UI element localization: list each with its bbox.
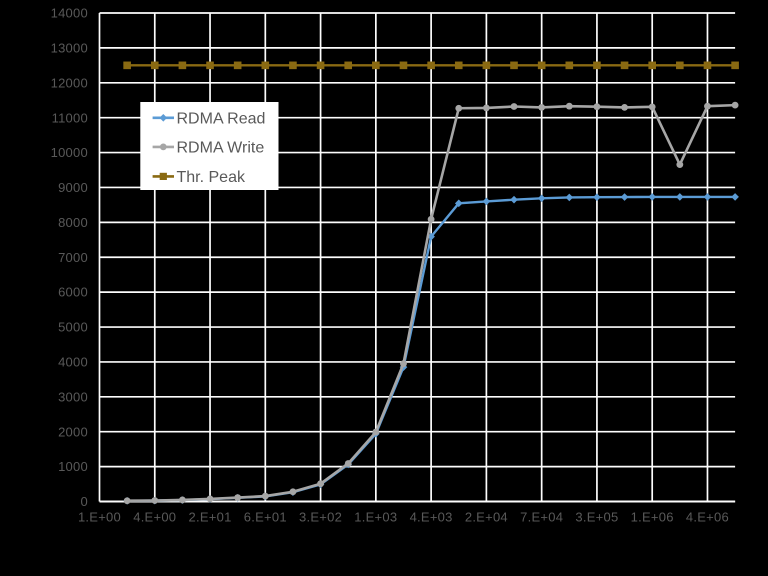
svg-text:4.E+03: 4.E+03 (410, 510, 453, 525)
svg-text:10000: 10000 (51, 145, 88, 160)
svg-text:4.E+00: 4.E+00 (133, 510, 176, 525)
svg-text:1.E+06: 1.E+06 (631, 510, 674, 525)
svg-text:1000: 1000 (58, 459, 88, 474)
svg-text:7000: 7000 (58, 250, 88, 265)
svg-text:11000: 11000 (52, 110, 88, 125)
svg-text:1.E+00: 1.E+00 (78, 510, 121, 525)
svg-text:4.E+06: 4.E+06 (686, 510, 729, 525)
svg-text:6.E+01: 6.E+01 (244, 510, 287, 525)
svg-text:2.E+04: 2.E+04 (465, 510, 508, 525)
svg-text:2000: 2000 (58, 424, 88, 439)
svg-text:0: 0 (81, 494, 88, 509)
svg-text:7.E+04: 7.E+04 (520, 510, 563, 525)
svg-text:3.E+02: 3.E+02 (299, 510, 342, 525)
svg-text:8000: 8000 (58, 215, 88, 230)
svg-text:RDMA Read: RDMA Read (177, 110, 266, 127)
svg-text:4000: 4000 (58, 355, 88, 370)
svg-text:9000: 9000 (58, 180, 88, 195)
svg-text:3000: 3000 (58, 389, 88, 404)
svg-text:3.E+05: 3.E+05 (575, 510, 618, 525)
svg-text:14000: 14000 (51, 6, 88, 21)
svg-text:13000: 13000 (51, 40, 88, 55)
svg-text:2.E+01: 2.E+01 (189, 510, 232, 525)
svg-text:5000: 5000 (58, 320, 88, 335)
svg-text:12000: 12000 (51, 75, 88, 90)
svg-text:6000: 6000 (58, 285, 88, 300)
svg-text:RDMA Write: RDMA Write (177, 140, 265, 157)
svg-text:1.E+03: 1.E+03 (354, 510, 397, 525)
svg-text:Thr. Peak: Thr. Peak (177, 169, 246, 186)
